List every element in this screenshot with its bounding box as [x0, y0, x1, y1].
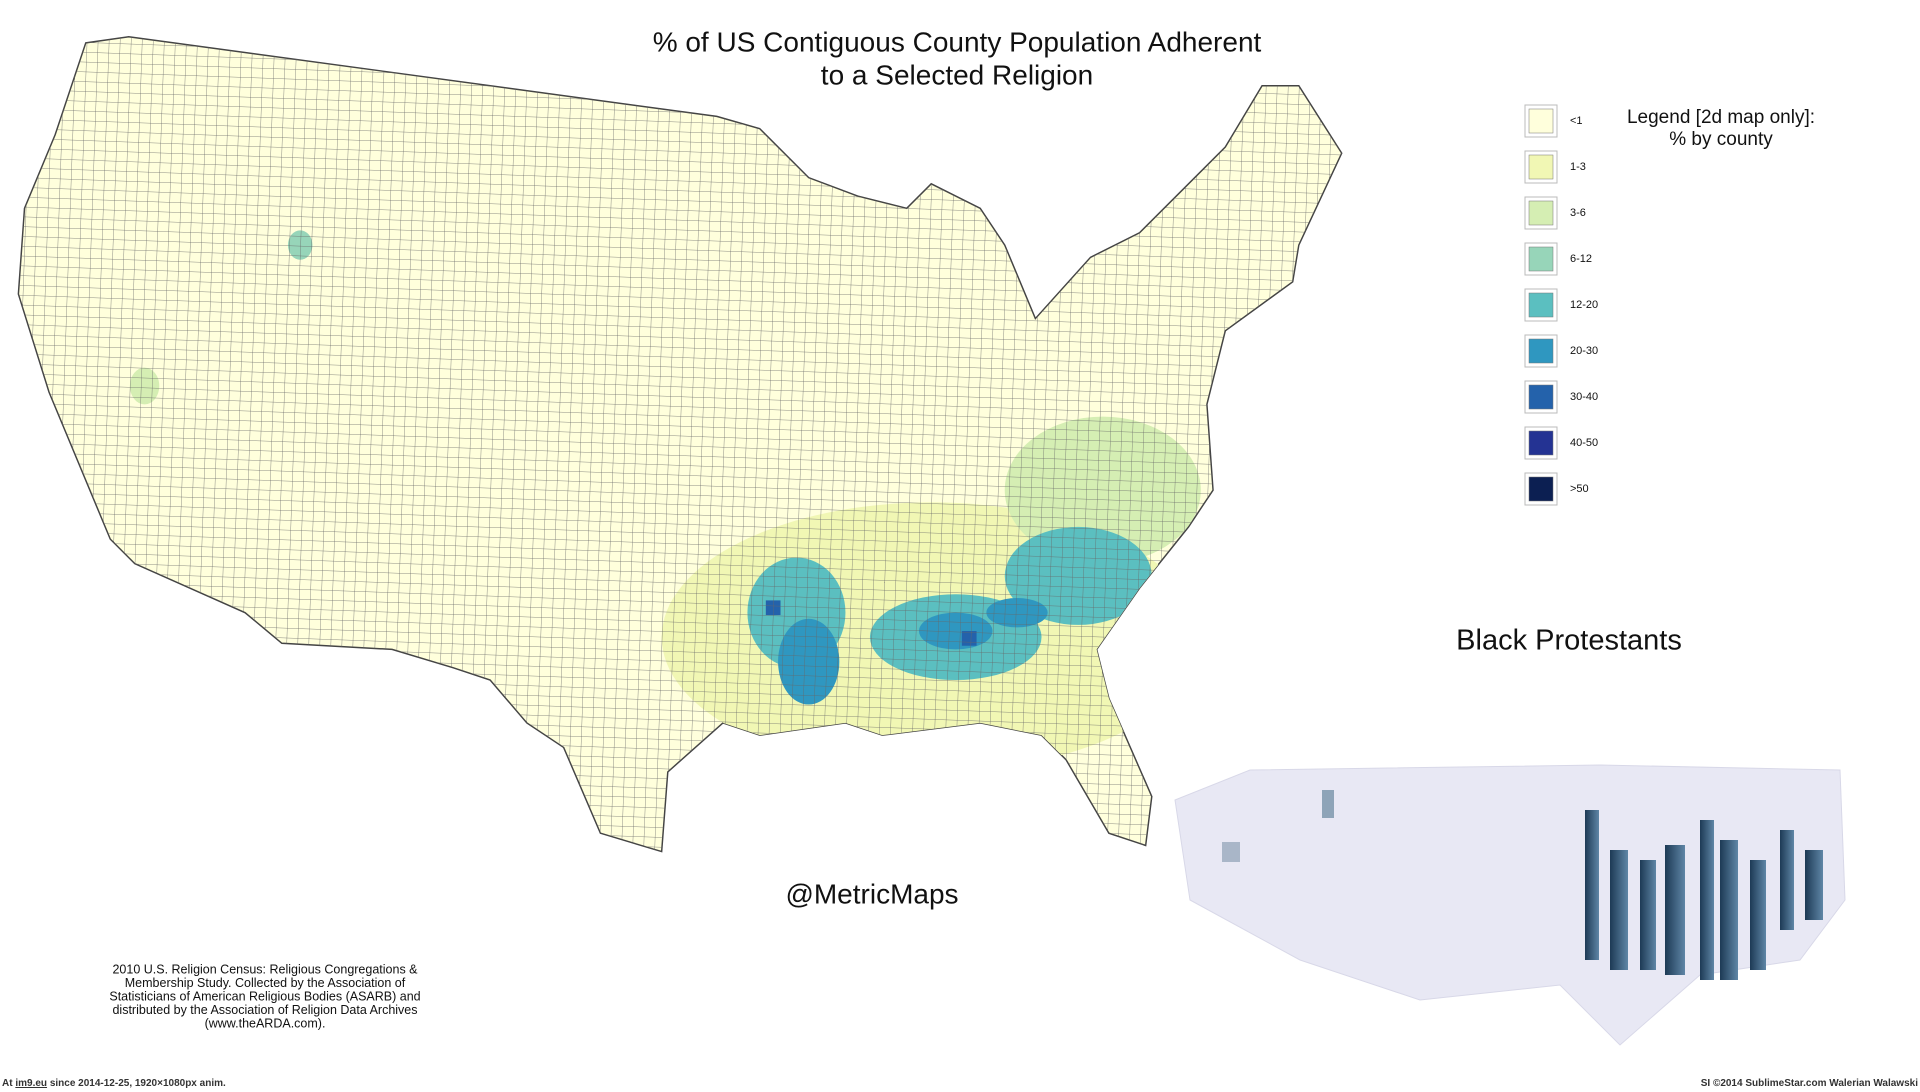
legend: Legend [2d map only]:% by county <1 1-3 3-6…: [1524, 104, 1815, 506]
legend-label: 3-6: [1570, 207, 1586, 219]
legend-label: 40-50: [1570, 437, 1598, 449]
footer-prefix: At: [2, 1078, 13, 1089]
legend-title: Legend [2d map only]:: [1627, 107, 1815, 128]
legend-swatch: [1528, 200, 1554, 226]
legend-swatch: [1528, 154, 1554, 180]
county-shading: [18, 36, 1342, 852]
legend-swatch: [1528, 476, 1554, 502]
legend-label: 30-40: [1570, 391, 1598, 403]
legend-title: % by county: [1669, 129, 1773, 150]
county-map: [17, 36, 1343, 853]
footer-suffix: since 2014-12-25, 1920×1080px anim.: [49, 1078, 226, 1089]
title: % of US Contiguous County Population Adh…: [653, 26, 1262, 90]
legend-swatch: [1528, 292, 1554, 318]
source-line: Membership Study. Collected by the Assoc…: [125, 976, 406, 990]
title-line: to a Selected Religion: [821, 59, 1093, 90]
legend-swatch: [1528, 430, 1554, 456]
source-line: 2010 U.S. Religion Census: Religious Con…: [112, 962, 418, 976]
legend-swatch: [1528, 338, 1554, 364]
legend-label: 20-30: [1570, 345, 1598, 357]
legend-swatch: [1528, 246, 1554, 272]
legend-swatch: [1528, 108, 1554, 134]
religion-label: Black Protestants: [1456, 625, 1682, 657]
source-line: (www.theARDA.com).: [205, 1016, 326, 1030]
source-note: 2010 U.S. Religion Census: Religious Con…: [109, 962, 420, 1030]
footer-left: At im9.eu since 2014-12-25, 1920×1080px …: [2, 1078, 226, 1089]
credit: @MetricMaps: [785, 878, 958, 909]
legend-label: <1: [1570, 115, 1583, 127]
footer-link[interactable]: im9.eu: [15, 1078, 48, 1089]
legend-label: 12-20: [1570, 299, 1598, 311]
map-3d: [1174, 764, 1846, 1046]
legend-swatch: [1528, 384, 1554, 410]
footer-right: SI ©2014 SublimeStar.com Walerian Walaws…: [1700, 1078, 1918, 1089]
legend-label: >50: [1570, 483, 1589, 495]
source-line: Statisticians of American Religious Bodi…: [109, 989, 420, 1003]
legend-label: 1-3: [1570, 161, 1586, 173]
title-line: % of US Contiguous County Population Adh…: [653, 26, 1262, 57]
legend-label: 6-12: [1570, 253, 1592, 265]
source-line: distributed by the Association of Religi…: [112, 1003, 417, 1017]
